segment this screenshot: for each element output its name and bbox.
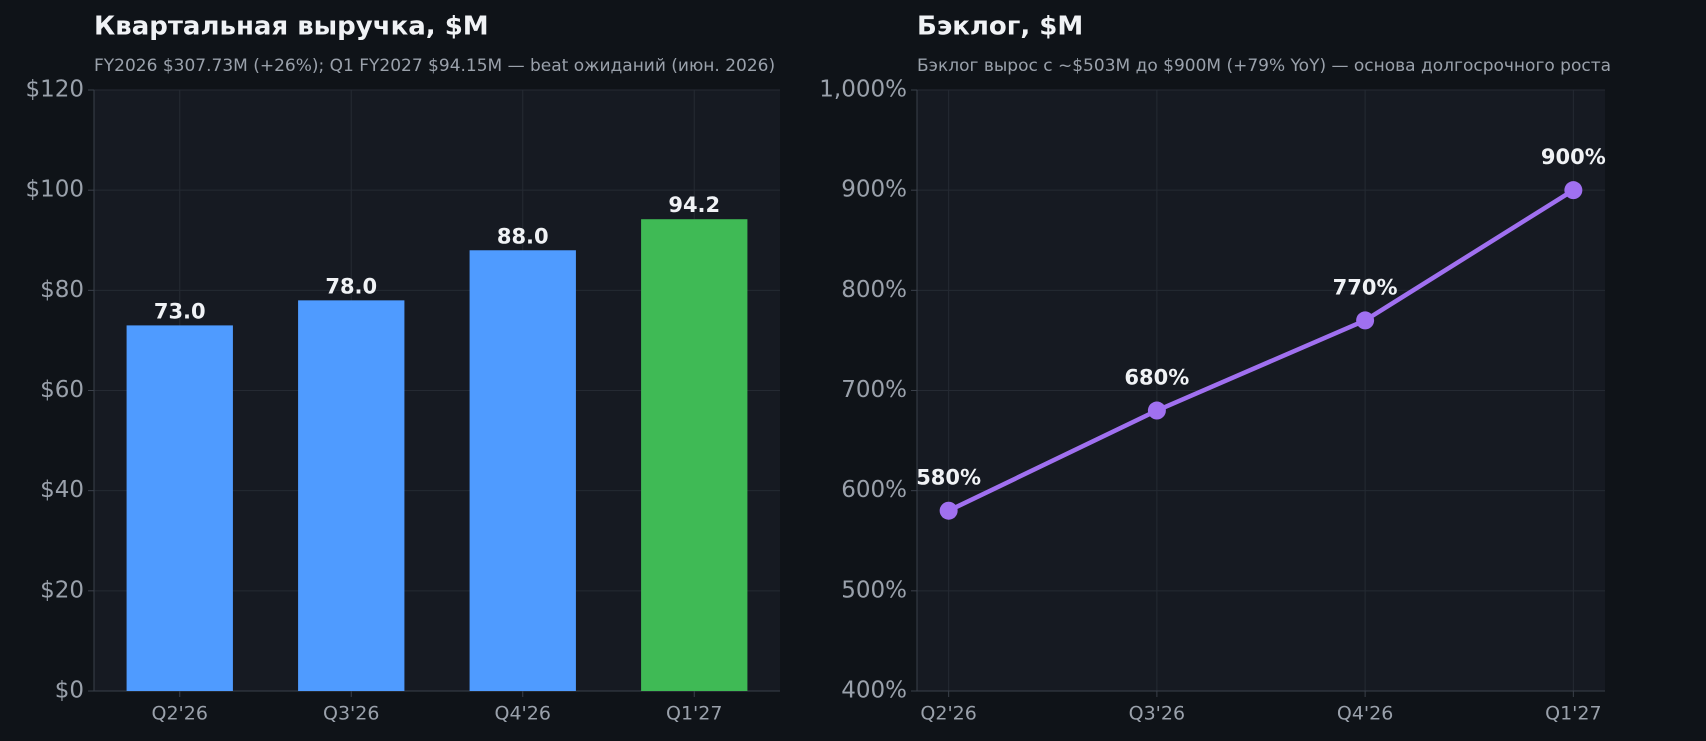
y-tick-label: $120 (25, 77, 84, 103)
x-tick-label: Q3'26 (1129, 703, 1185, 725)
x-tick-label: Q3'26 (323, 703, 379, 725)
x-tick-label: Q2'26 (152, 703, 208, 725)
y-tick-label: 500% (841, 577, 907, 603)
y-tick-label: $80 (40, 277, 84, 303)
chart-title: Бэклог, $M (917, 12, 1083, 42)
y-tick-label: $0 (55, 678, 84, 704)
chart-title: Квартальная выручка, $M (94, 12, 489, 42)
y-tick-label: $20 (40, 577, 84, 603)
value-label: 78.0 (325, 274, 377, 298)
value-label: 770% (1333, 275, 1398, 299)
value-label: 88.0 (497, 224, 549, 248)
y-tick-label: 1,000% (819, 77, 907, 103)
x-tick-label: Q4'26 (495, 703, 551, 725)
x-tick-label: Q1'27 (1545, 703, 1601, 725)
x-tick-label: Q1'27 (666, 703, 722, 725)
point (1147, 401, 1166, 420)
x-tick-label: Q4'26 (1337, 703, 1393, 725)
y-tick-label: $60 (40, 377, 84, 403)
value-label: 94.2 (668, 193, 720, 217)
bar (469, 250, 576, 691)
point (939, 501, 958, 520)
value-label: 580% (916, 466, 981, 490)
point (1564, 181, 1583, 200)
value-label: 900% (1541, 145, 1606, 169)
line (947, 188, 1575, 513)
bar (126, 325, 233, 691)
y-tick-label: 800% (841, 277, 907, 303)
y-tick-label: $40 (40, 477, 84, 503)
bar (641, 219, 748, 691)
chart-subtitle: FY2026 $307.73M (+26%); Q1 FY2027 $94.15… (94, 56, 775, 76)
y-tick-label: 600% (841, 477, 907, 503)
x-tick-label: Q2'26 (920, 703, 976, 725)
y-tick-label: 900% (841, 177, 907, 203)
bar (298, 300, 405, 691)
y-tick-label: 700% (841, 377, 907, 403)
value-label: 680% (1124, 366, 1189, 390)
y-tick-label: 400% (841, 678, 907, 704)
y-tick-label: $100 (25, 177, 84, 203)
point (1356, 311, 1375, 330)
chart-subtitle: Бэклог вырос с ~$503M до $900M (+79% YoY… (917, 56, 1611, 76)
value-label: 73.0 (154, 299, 206, 323)
